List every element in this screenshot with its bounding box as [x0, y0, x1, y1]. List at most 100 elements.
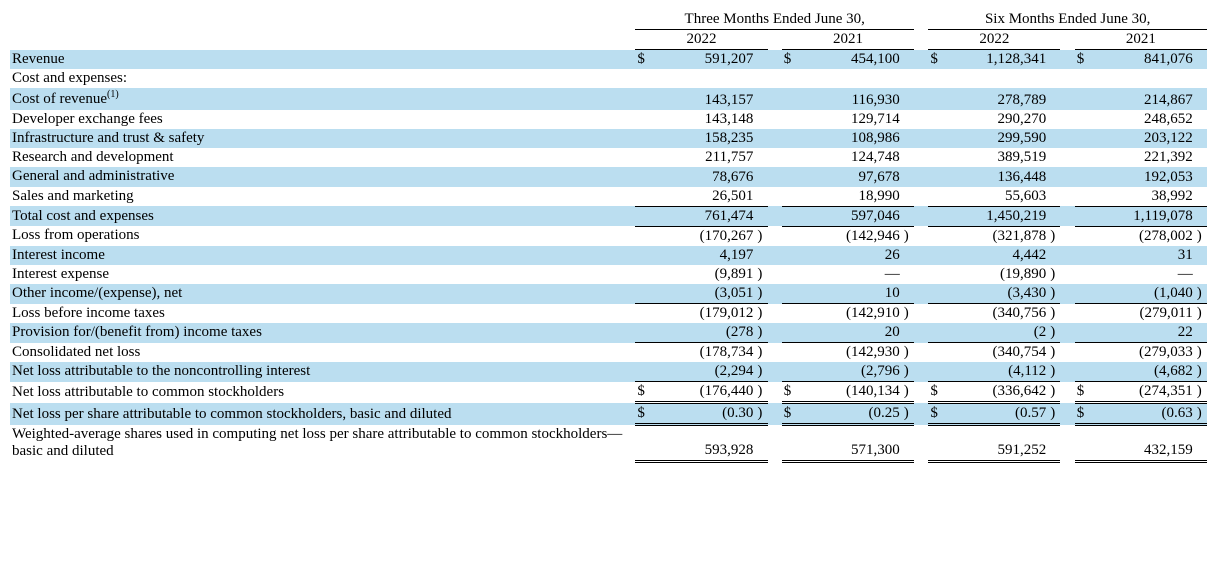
paren-cell	[902, 284, 914, 304]
currency-cell	[928, 88, 946, 109]
paren-cell	[755, 50, 767, 70]
value-cell: 454,100	[800, 50, 902, 70]
currency-cell: $	[928, 382, 946, 403]
value-cell: 1,128,341	[947, 50, 1049, 70]
row-label: Research and development	[10, 148, 635, 167]
value-cell: 192,053	[1093, 167, 1195, 186]
value-cell: 221,392	[1093, 148, 1195, 167]
value-cell: 10	[800, 284, 902, 304]
value-cell: (0.63	[1093, 403, 1195, 425]
table-row: Consolidated net loss(178,734)(142,930)(…	[10, 343, 1207, 363]
value-cell: 761,474	[654, 206, 756, 226]
currency-cell	[635, 148, 653, 167]
currency-cell	[1075, 206, 1093, 226]
paren-cell: )	[1195, 284, 1207, 304]
value-cell: 55,603	[947, 187, 1049, 207]
value-cell: 841,076	[1093, 50, 1195, 70]
paren-cell	[1195, 187, 1207, 207]
currency-cell	[635, 343, 653, 363]
row-label: Provision for/(benefit from) income taxe…	[10, 323, 635, 343]
paren-cell	[902, 129, 914, 148]
currency-cell	[635, 362, 653, 382]
paren-cell	[1048, 110, 1060, 129]
header-row-years: 2022 2021 2022 2021	[10, 30, 1207, 50]
value-cell: (2	[947, 323, 1049, 343]
value-cell: (0.30	[654, 403, 756, 425]
value-cell: 432,159	[1093, 425, 1195, 462]
paren-cell: )	[1048, 362, 1060, 382]
row-label: Net loss attributable to the noncontroll…	[10, 362, 635, 382]
hdr-6m-2021: 2021	[1075, 30, 1207, 50]
paren-cell	[1195, 129, 1207, 148]
currency-cell	[928, 246, 946, 265]
currency-cell	[928, 226, 946, 246]
paren-cell: )	[1048, 323, 1060, 343]
currency-cell	[782, 206, 800, 226]
paren-cell	[902, 323, 914, 343]
value-cell: (340,756	[947, 304, 1049, 324]
currency-cell: $	[928, 50, 946, 70]
paren-cell	[1048, 167, 1060, 186]
value-cell: (142,910	[800, 304, 902, 324]
paren-cell	[1195, 50, 1207, 70]
paren-cell: )	[1195, 403, 1207, 425]
paren-cell	[755, 206, 767, 226]
value-cell: (340,754	[947, 343, 1049, 363]
paren-cell	[1048, 206, 1060, 226]
table-row: Cost and expenses:	[10, 69, 1207, 88]
paren-cell: )	[755, 362, 767, 382]
table-row: Revenue$591,207$454,100$1,128,341$841,07…	[10, 50, 1207, 70]
value-cell: (0.25	[800, 403, 902, 425]
value-cell: 211,757	[654, 148, 756, 167]
currency-cell	[782, 148, 800, 167]
currency-cell	[635, 88, 653, 109]
currency-cell	[782, 265, 800, 284]
currency-cell	[1075, 187, 1093, 207]
value-cell: (170,267	[654, 226, 756, 246]
value-cell: 1,450,219	[947, 206, 1049, 226]
currency-cell	[782, 304, 800, 324]
paren-cell	[1195, 265, 1207, 284]
paren-cell	[1195, 246, 1207, 265]
paren-cell: )	[1048, 343, 1060, 363]
value-cell: 4,442	[947, 246, 1049, 265]
value-cell: 38,992	[1093, 187, 1195, 207]
value-cell: 248,652	[1093, 110, 1195, 129]
value-cell: 290,270	[947, 110, 1049, 129]
row-label: Infrastructure and trust & safety	[10, 129, 635, 148]
currency-cell	[782, 343, 800, 363]
value-cell: (4,112	[947, 362, 1049, 382]
currency-cell	[782, 246, 800, 265]
currency-cell	[635, 284, 653, 304]
value-cell: 597,046	[800, 206, 902, 226]
paren-cell: )	[902, 304, 914, 324]
value-cell: (179,012	[654, 304, 756, 324]
table-row: Net loss per share attributable to commo…	[10, 403, 1207, 425]
value-cell: 78,676	[654, 167, 756, 186]
paren-cell: )	[1048, 403, 1060, 425]
value-cell: 389,519	[947, 148, 1049, 167]
table-row: Net loss attributable to common stockhol…	[10, 382, 1207, 403]
row-label: Cost of revenue(1)	[10, 88, 635, 109]
paren-cell	[755, 425, 767, 462]
paren-cell	[902, 425, 914, 462]
value-cell: 593,928	[654, 425, 756, 462]
paren-cell	[755, 148, 767, 167]
value-cell: (274,351	[1093, 382, 1195, 403]
currency-cell: $	[635, 382, 653, 403]
currency-cell	[1075, 362, 1093, 382]
paren-cell	[1195, 110, 1207, 129]
currency-cell	[782, 110, 800, 129]
currency-cell	[1075, 304, 1093, 324]
currency-cell	[928, 343, 946, 363]
paren-cell	[1048, 425, 1060, 462]
paren-cell	[755, 129, 767, 148]
table-row: Infrastructure and trust & safety158,235…	[10, 129, 1207, 148]
value-cell: (3,051	[654, 284, 756, 304]
currency-cell	[1075, 110, 1093, 129]
paren-cell	[1048, 246, 1060, 265]
table-row: Weighted-average shares used in computin…	[10, 425, 1207, 462]
value-cell: 1,119,078	[1093, 206, 1195, 226]
value-cell: 18,990	[800, 187, 902, 207]
currency-cell	[782, 88, 800, 109]
